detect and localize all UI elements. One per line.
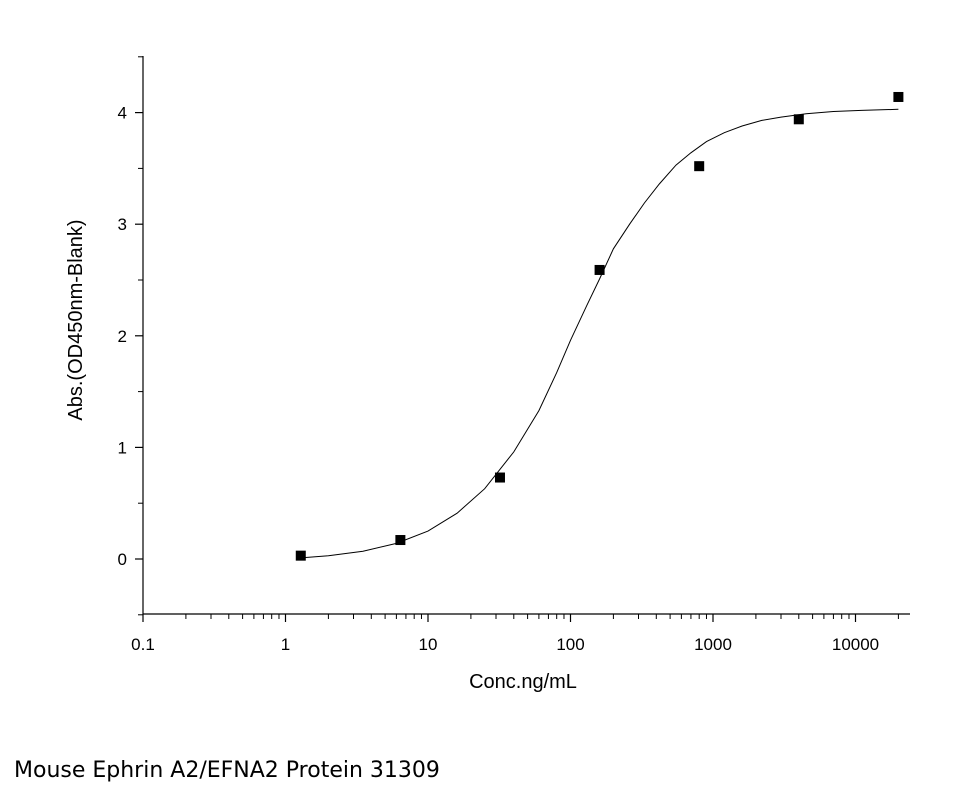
x-tick-label: 1: [281, 635, 290, 654]
data-point: [694, 161, 705, 172]
y-tick-label: 1: [118, 438, 127, 457]
data-point: [494, 472, 505, 483]
x-tick-label: 100: [556, 635, 584, 654]
y-axis-title: Abs.(OD450nm-Blank): [65, 219, 87, 420]
y-ticks: 0 1 2 3 4: [118, 56, 143, 616]
y-tick-label: 2: [118, 327, 127, 346]
x-axis-title: Conc.ng/mL: [469, 671, 577, 693]
data-point: [793, 114, 804, 125]
chart: 0.1 1 10 100 1000 10000 0 1 2 3 4 Conc.ng/mL Abs.…: [65, 56, 910, 693]
figure-caption: Mouse Ephrin A2/EFNA2 Protein 31309: [14, 758, 440, 783]
y-tick-label: 0: [118, 550, 127, 569]
axes: [142, 56, 910, 615]
data-point: [594, 264, 605, 275]
y-tick-label: 3: [118, 215, 127, 234]
x-ticks: 0.1 1 10 100 1000 10000: [131, 614, 899, 654]
data-point: [295, 550, 306, 561]
data-point: [893, 91, 904, 102]
x-tick-label: 0.1: [131, 635, 155, 654]
x-tick-label: 10000: [832, 635, 879, 654]
data-point: [395, 535, 406, 546]
data-points: [295, 91, 904, 561]
fit-curve: [300, 108, 899, 559]
x-tick-label: 1000: [694, 635, 732, 654]
y-tick-label: 4: [118, 104, 127, 123]
x-tick-label: 10: [419, 635, 438, 654]
